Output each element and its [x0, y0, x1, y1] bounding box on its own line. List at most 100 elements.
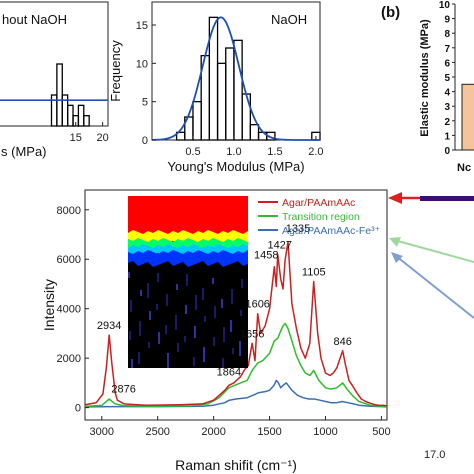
inset-band [128, 196, 248, 239]
inset-speckle-mark [131, 359, 133, 368]
panel-b-y-tick-label: 3 [444, 102, 450, 113]
hist2-bar [233, 39, 243, 141]
inset-speckle-mark [128, 272, 130, 278]
raman-y-tick-label: 6000 [57, 254, 81, 266]
inset-speckle-mark [167, 353, 169, 368]
hist1-bars [50, 63, 90, 127]
hist2-y-axis-label: Frequency [108, 40, 123, 102]
inset-speckle-mark [184, 336, 186, 342]
inset-speckle-mark [193, 357, 195, 366]
raman-series-line [84, 379, 388, 408]
raman-y-tick-label: 8000 [57, 205, 81, 217]
hist2-x-tick-label: 2.0 [308, 146, 323, 158]
hist1-bar [77, 104, 85, 127]
hist2-legend-label: NaOH [271, 12, 307, 27]
inset-speckle-mark [158, 332, 160, 344]
raman-y-tick-label: 2000 [57, 353, 81, 365]
raman-peak-label: 846 [334, 336, 352, 348]
inset-speckle-mark [138, 352, 140, 364]
inset-speckle-mark [175, 315, 177, 330]
panel-b-y-tick-label: 9 [444, 15, 450, 26]
raman-x-axis-label: Raman shifit (cm⁻¹) [175, 457, 297, 473]
panel-b-category-label: Nc [457, 162, 471, 174]
inset-speckle-mark [156, 304, 158, 310]
inset-speckle-mark [223, 327, 225, 342]
inset-speckle-mark [231, 289, 233, 304]
raman-series-lines [84, 241, 388, 408]
raman-peak-label: 1105 [302, 267, 326, 279]
inset-speckle-mark [176, 284, 178, 290]
hist2-bars [175, 16, 321, 141]
inset-band [128, 250, 248, 267]
raman-x-tick-label: 2000 [201, 426, 225, 438]
raman-peak-label: 1606 [245, 299, 269, 311]
inset-speckle-mark [186, 274, 188, 286]
panel-b-bars [461, 83, 474, 151]
hist1-bar [66, 104, 74, 127]
raman-peak-label: 1458 [254, 250, 278, 262]
inset-speckle-mark [241, 279, 243, 288]
inset-speckle-mark [222, 358, 224, 368]
colorbar-strip [420, 196, 474, 201]
panel-b-bar [461, 83, 474, 151]
connector-arrows [388, 192, 474, 319]
legend-label-fe: Agar/PAAmAAc-Fe³⁺ [282, 225, 381, 237]
hist1-x-tick-label: 15 [70, 132, 82, 144]
hist2-x-tick-label: 0.5 [185, 146, 200, 158]
inset-speckle-mark [213, 337, 215, 346]
panel-b-y-ticks: 0 1 2 3 4 5 6 7 8 9 10 [439, 0, 455, 157]
colorbar: 17.0 [420, 196, 474, 461]
inset-bands [128, 196, 248, 267]
raman-y-tick-label: 0 [75, 403, 81, 415]
hist2-fit [152, 16, 320, 141]
inset-speckle-mark [130, 300, 132, 312]
hist-without-naoh: 15 20 hout NaOH s (MPa) [0, 1, 109, 159]
raman-peak-label: 1864 [217, 366, 241, 378]
inset-speckle-mark [240, 310, 242, 316]
raman-x-tick-label: 1000 [313, 426, 337, 438]
raman-x-tick-label: 3000 [90, 426, 114, 438]
raman-frame [84, 189, 388, 421]
inset-speckle [128, 272, 243, 368]
raman-peak-label: 1656 [240, 328, 264, 340]
inset-speckle-mark [214, 306, 216, 318]
inset-speckle-mark [230, 320, 232, 332]
raman-chart: 3000 2500 2000 1500 1000 500 0 2000 4000 6000 800… [41, 189, 391, 473]
raman-legend: Agar/PAAmAAc Transition region Agar/PAAm… [258, 197, 381, 237]
panel-b-y-tick-label: 5 [444, 73, 450, 84]
hist1-x-ticks: 15 20 [70, 122, 109, 144]
raman-x-ticks: 3000 2500 2000 1500 1000 500 [90, 416, 391, 438]
arrow-red-head [388, 192, 402, 204]
inset-speckle-mark [185, 305, 187, 314]
hist2-y-tick-label: 0 [142, 135, 148, 147]
inset-speckle-mark [232, 348, 234, 354]
inset-speckle-mark [147, 283, 149, 298]
hist1-bar [83, 115, 90, 127]
panel-b-y-tick-label: 10 [439, 0, 451, 11]
inset-speckle-mark [204, 316, 206, 322]
hist2-y-tick-label: 15 [136, 20, 148, 32]
inset-speckle-mark [148, 342, 150, 348]
hist-naoh: 0.5 1.0 1.5 2.0 0 5 10 15 NaOH Young's Modulus… [108, 1, 324, 174]
raman-series-line [84, 241, 388, 407]
legend-label-agar: Agar/PAAmAAc [282, 197, 355, 209]
inset-speckle-mark [139, 321, 141, 336]
raman-peak-label: 1335 [286, 223, 310, 235]
inset-speckle-mark [194, 326, 196, 338]
hist2-bar [249, 124, 260, 141]
inset-speckle-mark [149, 311, 151, 320]
hist2-x-tick-label: 1.0 [226, 146, 241, 158]
hist2-bar [241, 93, 251, 141]
raman-x-tick-label: 2500 [145, 426, 169, 438]
raman-x-tick-label: 500 [372, 426, 390, 438]
inset-speckle-mark [212, 278, 214, 284]
hist2-x-tick-label: 1.5 [267, 146, 282, 158]
hist2-bar [216, 62, 227, 141]
arrow-green [393, 239, 474, 263]
hist2-y-ticks: 0 5 10 15 [136, 20, 156, 147]
panel-b-y-tick-label: 7 [444, 44, 450, 55]
inset-speckle-mark [140, 290, 142, 296]
panel-b: (b) 0 1 2 3 4 5 6 7 8 9 10 Elastic modulus (MPa) N… [381, 0, 474, 174]
